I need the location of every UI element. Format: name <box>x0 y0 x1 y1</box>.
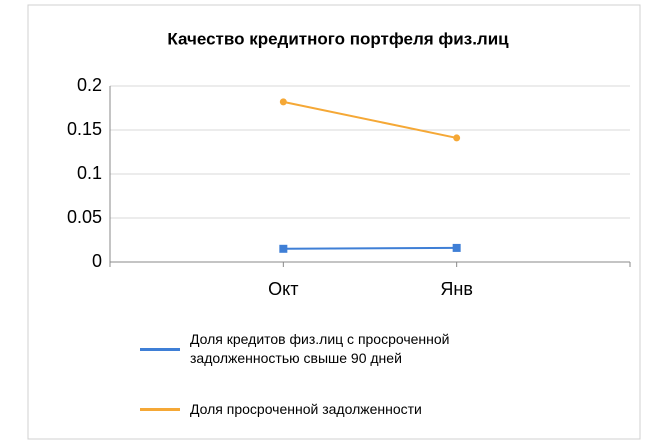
series-line <box>283 246 457 250</box>
series-line <box>283 100 457 139</box>
legend-label: Доля просроченной задолженности <box>190 401 422 417</box>
y-tick-label: 0.05 <box>67 207 102 227</box>
chart-title: Качество кредитного портфеля физ.лиц <box>167 29 509 48</box>
legend-entry: Доля кредитов физ.лиц с просроченной зад… <box>140 330 500 368</box>
y-tick-label: 0.15 <box>67 119 102 139</box>
y-tick-label: 0 <box>92 251 102 271</box>
point-marker <box>279 98 287 106</box>
x-tick-label: Янв <box>440 279 473 299</box>
legend-label: Доля кредитов физ.лиц с просроченной зад… <box>190 331 450 366</box>
legend-swatch <box>140 408 180 411</box>
chart-frame <box>27 4 641 440</box>
y-tick-label: 0.1 <box>77 163 102 183</box>
legend-entry: Доля просроченной задолженности <box>140 400 500 419</box>
point-marker <box>453 134 461 142</box>
point-marker <box>279 244 288 253</box>
y-tick-label: 0.2 <box>77 75 102 95</box>
x-tick-label: Окт <box>268 279 298 299</box>
point-marker <box>452 243 461 252</box>
legend-swatch <box>140 347 180 351</box>
